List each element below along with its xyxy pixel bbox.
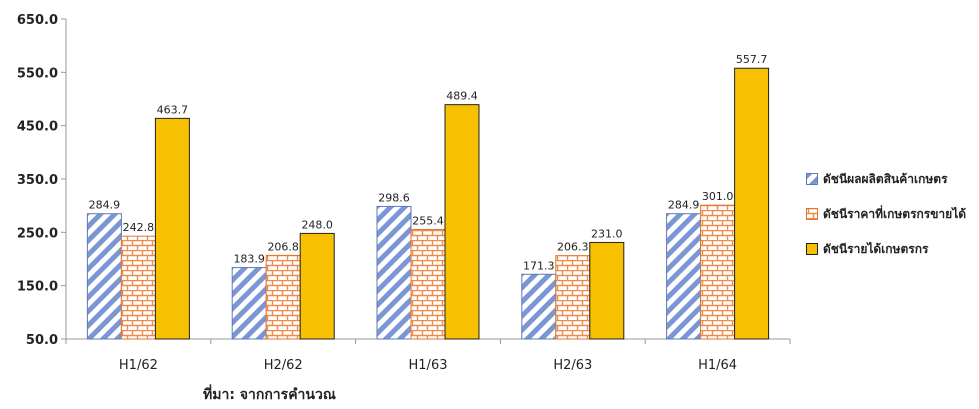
x-category-label: H2/62 bbox=[264, 358, 303, 373]
legend-item-production: ดัชนีผลผลิตสินค้าเกษตร bbox=[806, 170, 966, 188]
source-note: ที่มา: จากการคำนวณ bbox=[203, 387, 336, 403]
x-category-label: H1/63 bbox=[409, 358, 448, 373]
data-label-income: 489.4 bbox=[446, 90, 478, 103]
data-label-income: 557.7 bbox=[736, 53, 768, 66]
y-tick-label: 450.0 bbox=[17, 120, 58, 135]
bar-price bbox=[410, 228, 446, 340]
legend: ดัชนีผลผลิตสินค้าเกษตร ดัชนีราคาที่เกษตร… bbox=[806, 170, 966, 275]
bar-income bbox=[444, 104, 480, 340]
data-label-price: 255.4 bbox=[412, 214, 444, 227]
bar-income bbox=[154, 117, 190, 340]
legend-item-income: ดัชนีรายได้เกษตรกร bbox=[806, 240, 966, 258]
y-tick-label: 650.0 bbox=[17, 13, 58, 28]
bar-production bbox=[231, 267, 267, 340]
axes: 50.0 150.0 250.0 350.0 450.0 550.0 650.0 H1/62 H… bbox=[17, 13, 791, 373]
x-category-label: H2/63 bbox=[553, 358, 592, 373]
y-tick-label: 50.0 bbox=[26, 333, 58, 348]
data-label-price: 206.3 bbox=[557, 241, 589, 254]
bar-price bbox=[265, 254, 301, 340]
y-tick-label: 250.0 bbox=[17, 226, 58, 241]
data-label-production: 298.6 bbox=[378, 191, 410, 204]
data-label-price: 301.0 bbox=[702, 190, 734, 203]
data-label-price: 242.8 bbox=[123, 221, 155, 234]
x-category-label: H1/62 bbox=[119, 358, 158, 373]
data-label-price: 206.8 bbox=[267, 240, 299, 253]
y-tick-label: 350.0 bbox=[17, 173, 58, 188]
y-tick-label: 150.0 bbox=[17, 280, 58, 295]
bar-income bbox=[589, 241, 625, 340]
bar-price bbox=[555, 255, 591, 340]
data-label-production: 183.9 bbox=[233, 253, 265, 266]
y-tick-label: 550.0 bbox=[17, 66, 58, 81]
bar-income bbox=[299, 232, 335, 340]
legend-label-price: ดัชนีราคาที่เกษตรกรขายได้ bbox=[823, 206, 967, 221]
data-label-production: 284.9 bbox=[668, 199, 700, 212]
data-label-income: 463.7 bbox=[157, 103, 189, 116]
legend-swatch-price bbox=[806, 208, 818, 220]
x-category-label: H1/64 bbox=[698, 358, 737, 373]
data-label-production: 171.3 bbox=[523, 259, 555, 272]
legend-item-price: ดัชนีราคาที่เกษตรกรขายได้ bbox=[806, 205, 966, 223]
data-label-income: 248.0 bbox=[301, 218, 333, 231]
data-label-production: 284.9 bbox=[89, 199, 121, 212]
bar-production bbox=[86, 213, 122, 340]
bar-production bbox=[376, 205, 412, 340]
legend-label-production: ดัชนีผลผลิตสินค้าเกษตร bbox=[823, 171, 948, 186]
bar-income bbox=[734, 67, 770, 340]
bar-price bbox=[700, 204, 736, 340]
legend-swatch-production bbox=[806, 173, 818, 185]
bar-price bbox=[120, 235, 156, 340]
data-label-income: 231.0 bbox=[591, 227, 623, 240]
bar-production bbox=[666, 213, 702, 340]
legend-label-income: ดัชนีรายได้เกษตรกร bbox=[823, 241, 929, 256]
bars: 284.9242.8463.7183.9206.8248.0298.6255.4… bbox=[86, 53, 770, 340]
bar-production bbox=[521, 273, 557, 340]
legend-swatch-income bbox=[806, 243, 818, 255]
